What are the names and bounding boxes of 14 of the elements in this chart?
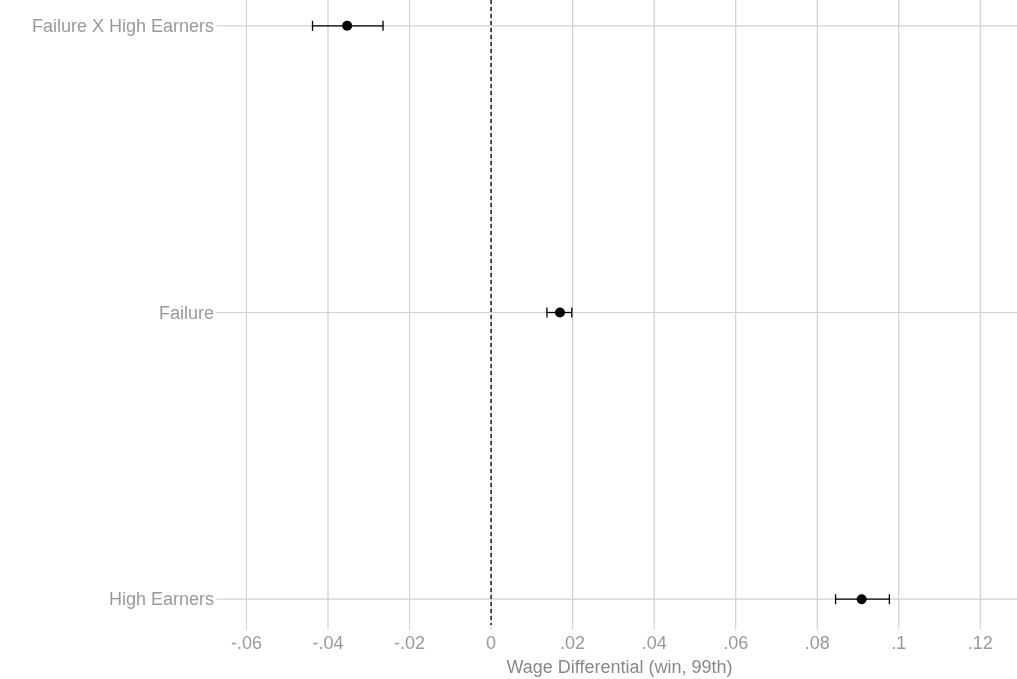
x-axis-title: Wage Differential (win, 99th) [506, 657, 733, 677]
y-tick-label: Failure X High Earners [31, 16, 214, 37]
x-tick-label: .12 [967, 633, 993, 653]
y-tick-label: High Earners [108, 589, 214, 610]
x-tick-label: .1 [891, 633, 907, 653]
x-tick-label: .08 [804, 633, 830, 653]
x-tick-label: -.04 [312, 633, 344, 653]
x-tick-label: .02 [560, 633, 586, 653]
x-tick-label: -.02 [394, 633, 426, 653]
x-tick-label: .04 [641, 633, 667, 653]
x-tick-label: -.06 [230, 633, 262, 653]
y-tick-label: Failure [158, 302, 214, 323]
x-tick-label: 0 [486, 633, 497, 653]
x-tick-label: .06 [723, 633, 749, 653]
